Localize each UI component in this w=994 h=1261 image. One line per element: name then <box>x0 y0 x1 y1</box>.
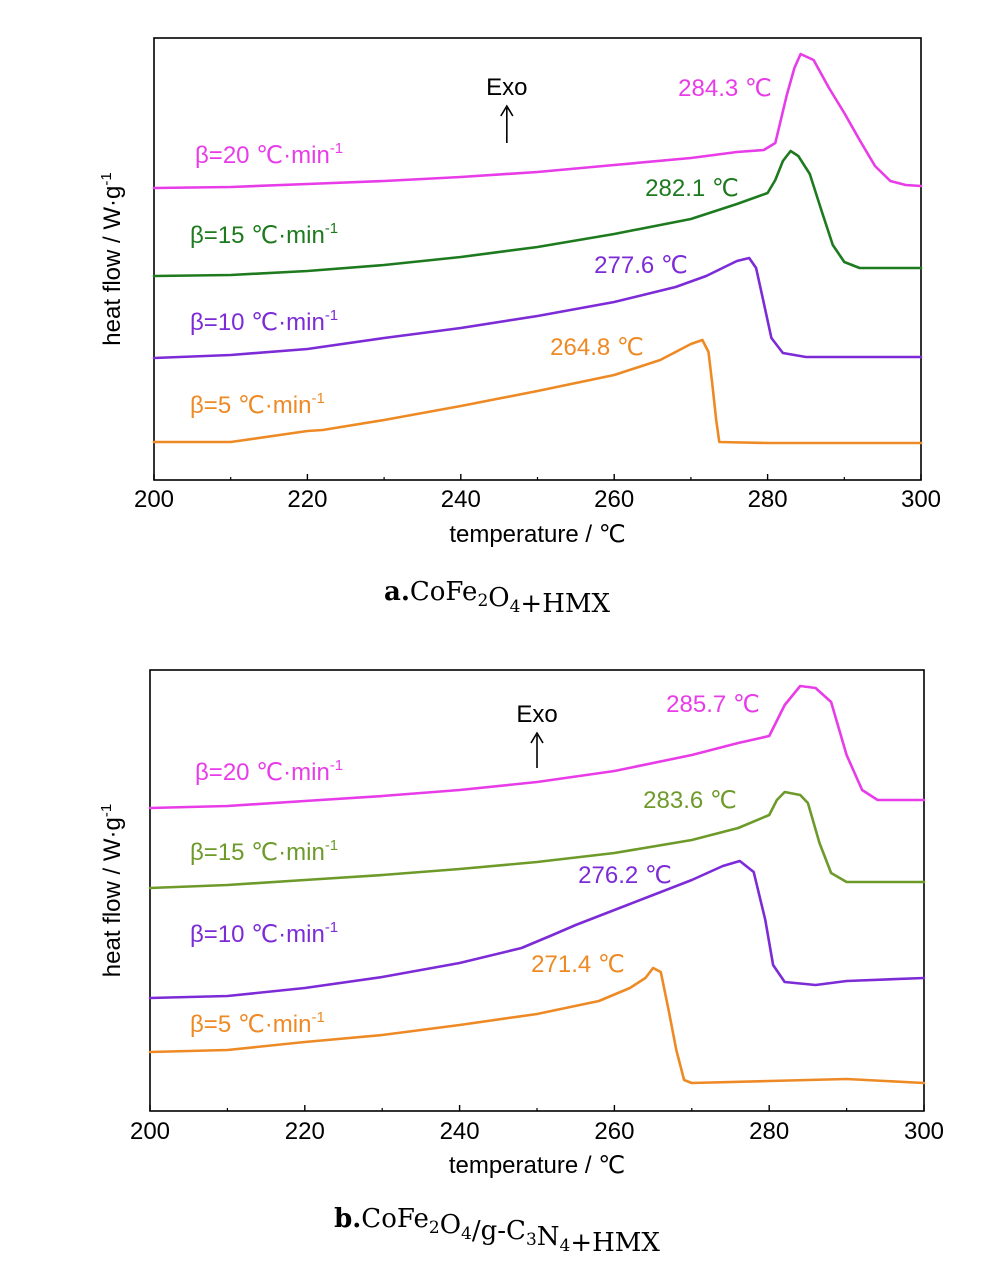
series-line-20 <box>148 684 926 810</box>
series-label-5: β=5 ℃·min-1 <box>190 390 325 419</box>
x-tick-label: 260 <box>594 486 634 513</box>
series-label-10: β=10 ℃·min-1 <box>190 307 338 336</box>
x-tick-label: 280 <box>749 1118 789 1145</box>
panel-a: 200 220 240 260 280 300 temperature / ℃ heat fl… <box>98 37 941 619</box>
x-tick-label: 260 <box>594 1118 634 1145</box>
peak-label-20: 284.3 ℃ <box>678 75 772 102</box>
x-tick-label: 240 <box>440 1118 480 1145</box>
x-axis-label: temperature / ℃ <box>449 1152 625 1179</box>
x-tick-label: 200 <box>130 1118 170 1145</box>
x-tick-label: 300 <box>904 1118 944 1145</box>
series-label-10: β=10 ℃·min-1 <box>190 919 338 948</box>
peak-label-15: 283.6 ℃ <box>643 787 737 814</box>
x-tick-label: 300 <box>901 486 941 513</box>
exo-label: Exo <box>486 74 527 101</box>
series-line-10 <box>148 859 926 1000</box>
series-label-15: β=15 ℃·min-1 <box>190 220 338 249</box>
peak-label-5: 264.8 ℃ <box>550 334 644 361</box>
series-line-15 <box>152 149 923 278</box>
panel-b: 200 220 240 260 280 300 temperature / ℃ heat fl… <box>98 669 944 1258</box>
peak-label-5: 271.4 ℃ <box>531 951 625 978</box>
series-label-5: β=5 ℃·min-1 <box>190 1009 325 1038</box>
series-label-20: β=20 ℃·min-1 <box>195 140 343 169</box>
panel-caption: a.CoFe2O4+HMX <box>384 577 611 619</box>
x-tick-label: 220 <box>287 486 327 513</box>
series-line-5 <box>148 966 926 1085</box>
y-axis-label: heat flow / W·g-1 <box>98 172 126 345</box>
series-line-20 <box>152 52 923 190</box>
x-tick-label: 280 <box>748 486 788 513</box>
exo-label: Exo <box>516 701 557 728</box>
y-axis-label: heat flow / W·g-1 <box>98 804 126 977</box>
x-axis-label: temperature / ℃ <box>449 521 625 548</box>
exo-arrowhead-icon <box>500 104 514 117</box>
peak-label-10: 277.6 ℃ <box>594 252 688 279</box>
series-label-15: β=15 ℃·min-1 <box>190 837 338 866</box>
peak-label-20: 285.7 ℃ <box>666 691 760 718</box>
x-tick-label: 220 <box>285 1118 325 1145</box>
series-line-15 <box>148 790 926 890</box>
x-tick-label: 240 <box>441 486 481 513</box>
series-label-20: β=20 ℃·min-1 <box>195 757 343 786</box>
x-tick-label: 200 <box>134 486 174 513</box>
panel-caption: b.CoFe2O4/g-C3N4+HMX <box>334 1204 660 1258</box>
peak-label-15: 282.1 ℃ <box>645 175 739 202</box>
exo-arrowhead-icon <box>530 731 544 744</box>
peak-label-10: 276.2 ℃ <box>578 862 672 889</box>
series-line-10 <box>152 256 923 360</box>
series-line-5 <box>152 338 923 445</box>
